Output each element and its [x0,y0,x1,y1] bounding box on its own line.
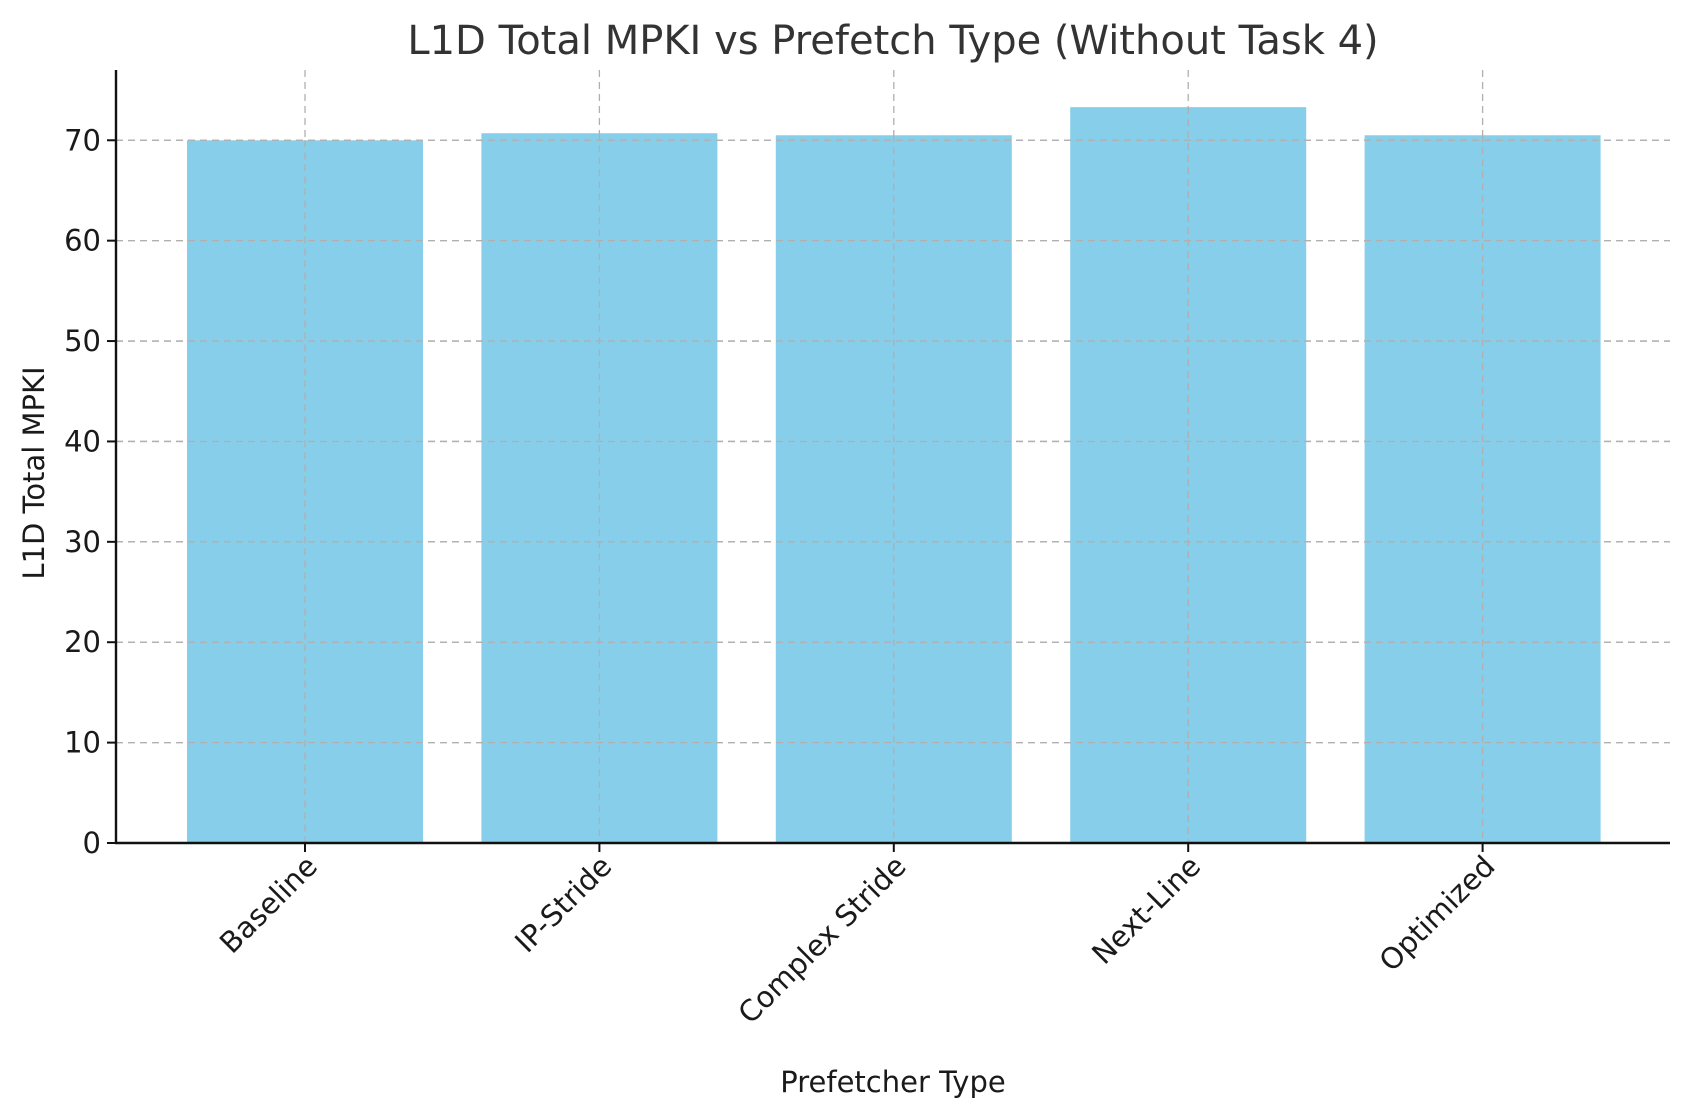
y-tick-label: 40 [64,424,101,458]
y-tick-label: 70 [64,123,101,157]
x-tick-label: Baseline [213,849,324,960]
y-tick-label: 0 [83,826,101,860]
y-tick-label: 20 [64,625,101,659]
y-tick-label: 10 [64,726,101,760]
bars-layer [116,107,1670,844]
y-tick-label: 50 [64,324,101,358]
y-tick-label: 60 [64,224,101,258]
y-tick-label: 30 [64,525,101,559]
x-tick-label: IP-Stride [508,849,618,959]
x-tick-label: Next-Line [1085,849,1207,971]
x-tick-label: Complex Stride [731,849,912,1030]
axes-layer [114,70,1670,845]
x-tick-label: Optimized [1373,849,1502,978]
x-axis-label: Prefetcher Type [780,1065,1005,1099]
chart-title: L1D Total MPKI vs Prefetch Type (Without… [407,18,1378,64]
y-axis-label: L1D Total MPKI [17,366,51,579]
